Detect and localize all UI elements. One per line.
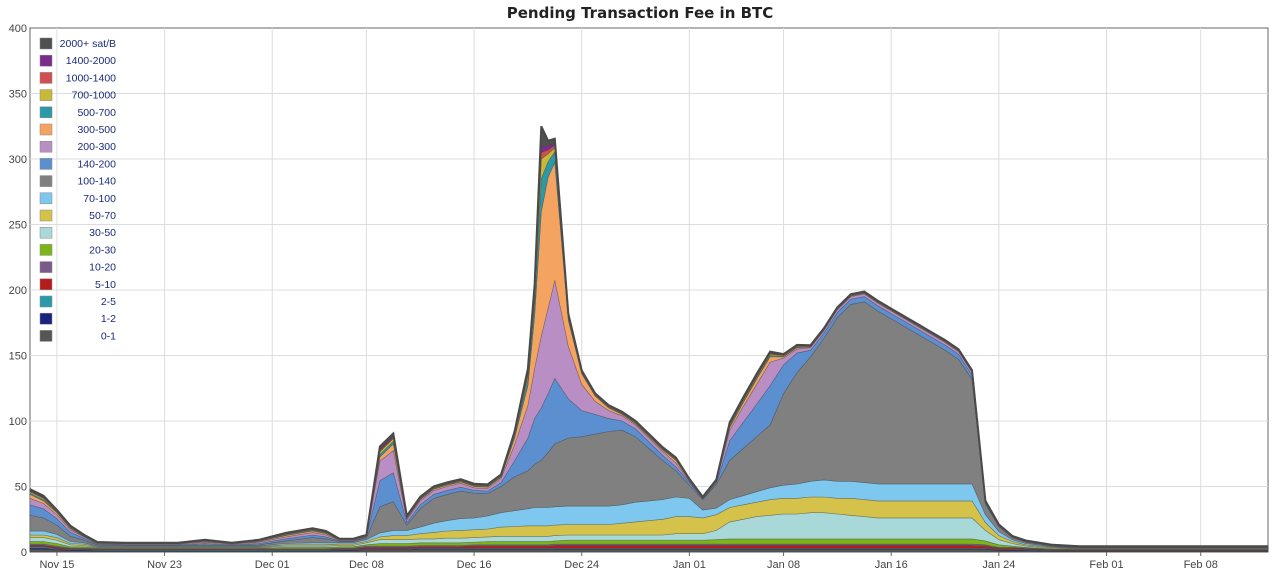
legend-entry: 20-30 [89, 244, 116, 256]
x-tick-label: Nov 23 [147, 559, 182, 571]
total-outline-group [29, 125, 1268, 548]
legend-swatch [39, 192, 53, 205]
legend-entry: 10-20 [89, 262, 116, 274]
legend-entry: 300-500 [77, 124, 116, 136]
legend-swatch [39, 158, 53, 170]
legend-swatch [39, 54, 53, 67]
legend-swatch [39, 72, 53, 84]
legend-swatch [39, 123, 53, 136]
legend-swatch [39, 89, 53, 101]
legend-swatch [39, 295, 53, 308]
legend-entry: 2000+ sat/B [60, 38, 116, 50]
legend-entry: 1-2 [101, 313, 116, 325]
legend-swatch [39, 244, 53, 256]
legend-entry: 500-700 [77, 107, 116, 119]
x-tick-label: Jan 16 [875, 559, 908, 571]
total-outline [29, 125, 1268, 548]
x-tick-label: Nov 15 [39, 559, 74, 571]
legend-swatch [39, 278, 53, 291]
legend-swatch [39, 209, 53, 222]
legend-swatch [39, 261, 53, 273]
legend-entry: 1000-1400 [66, 72, 116, 84]
y-tick-label: 350 [9, 89, 27, 101]
legend-entry: 0-1 [101, 330, 116, 342]
legend-entry: 70-100 [83, 193, 116, 205]
legend-entry: 700-1000 [72, 90, 117, 102]
legend-entry: 100-140 [77, 176, 116, 188]
legend-swatch [39, 106, 53, 119]
area-series-group [29, 126, 1269, 553]
y-tick-label: 100 [9, 416, 27, 428]
x-tick-label: Dec 16 [457, 559, 492, 571]
x-tick-label: Dec 01 [255, 559, 290, 571]
x-tick-label: Jan 01 [673, 559, 706, 571]
legend-swatch [39, 175, 53, 187]
y-tick-label: 200 [9, 285, 27, 297]
x-tick-label: Dec 08 [349, 559, 384, 571]
legend: 2000+ sat/B 1400-2000 1000-1400 700-1000 500… [39, 37, 117, 342]
chart-title: Pending Transaction Fee in BTC [507, 4, 774, 22]
x-tick-label: Jan 24 [982, 559, 1015, 571]
legend-swatch [39, 37, 53, 50]
x-tick-label: Dec 24 [564, 559, 599, 571]
legend-swatch [39, 312, 53, 325]
legend-entry: 2-5 [101, 296, 116, 308]
y-tick-label: 250 [9, 220, 27, 232]
legend-swatch [39, 330, 53, 342]
y-tick-label: 50 [15, 482, 27, 494]
legend-swatch [39, 140, 53, 153]
y-tick-label: 0 [21, 547, 27, 559]
x-tick-label: Feb 01 [1089, 559, 1123, 571]
legend-entry: 30-50 [89, 227, 116, 239]
y-tick-label: 300 [9, 154, 27, 166]
legend-entry: 140-200 [77, 158, 116, 170]
legend-entry: 50-70 [89, 210, 116, 222]
x-tick-label: Jan 08 [767, 559, 800, 571]
x-tick-label: Feb 08 [1184, 559, 1218, 571]
legend-entry: 1400-2000 [66, 55, 116, 67]
y-tick-label: 400 [9, 23, 27, 35]
axes: 0 50 100 150 200 250 300 350 400 Nov 15 Nov 23 Dec … [9, 23, 1218, 571]
legend-entry: 200-300 [77, 141, 116, 153]
legend-entry: 5-10 [95, 279, 116, 291]
y-tick-label: 150 [9, 351, 27, 363]
legend-swatch [39, 226, 53, 239]
